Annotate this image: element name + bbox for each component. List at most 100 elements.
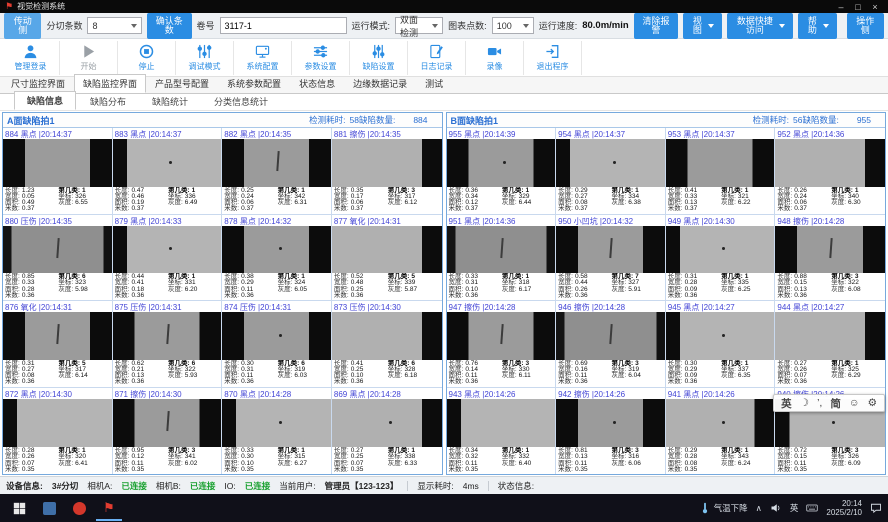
ime-halfmoon-icon[interactable]: ☽ [799,397,810,409]
params-sliders-button[interactable]: 参数设置 [292,40,350,75]
minimize-button[interactable]: – [838,1,844,12]
main-tab-1[interactable]: 缺陷监控界面 [74,74,147,93]
attribute-value: 3 [854,447,859,454]
defect-sliders-button[interactable]: 缺陷设置 [350,40,408,75]
operator-side-button[interactable]: 操作侧 [846,12,884,39]
ime-settings-icon[interactable]: ⚙ [867,397,877,409]
main-tab-4[interactable]: 状态信息 [299,79,336,89]
sub-tab-1[interactable]: 缺陷分布 [90,97,127,107]
ime-lang-toggle[interactable]: 英 [781,397,792,410]
drive-side-button[interactable]: 传动侧 [4,12,42,39]
defect-attribute: 面积: 0.11 [558,460,609,467]
defect-info-right: 第几类: 7 坐标: 327 灰度: 5.91 [611,273,662,299]
sub-tab-3[interactable]: 分类信息统计 [214,97,269,107]
defect-cell[interactable]: 941 黑点 |20:14:26 长度: 0.29 宽度: 0.28 面积: 0.08 米数:… [665,387,776,474]
defect-cell[interactable]: 875 压伤 |20:14:31 长度: 0.62 宽度: 0.21 面积: 0.13 米数:… [112,301,223,388]
log-button[interactable]: 日志记录 [408,40,466,75]
defect-cell[interactable]: 873 压伤 |20:14:30 长度: 0.41 宽度: 0.25 面积: 0.10 米数:… [331,301,442,388]
sub-tab-2[interactable]: 缺陷统计 [152,97,189,107]
run-mode-select[interactable]: 双面检测 [395,15,444,38]
attribute-value: 5 [81,359,86,367]
roll-number-input[interactable] [219,17,347,34]
weather-widget[interactable]: 气温下降 [699,502,748,514]
defect-cell[interactable]: 953 黑点 |20:14:37 长度: 0.41 宽度: 0.33 面积: 0.13 米数:… [665,128,776,215]
start-button[interactable] [6,495,32,521]
user-button[interactable]: 管理登录 [2,40,60,75]
defect-cell[interactable]: 884 黑点 |20:14:37 长度: 1.23 宽度: 0.05 面积: 0.49 米数:… [3,128,113,215]
sub-tab-0[interactable]: 缺陷信息 [14,91,77,110]
speaker-icon[interactable] [770,502,782,514]
defect-cell[interactable]: 948 擦伤 |20:14:28 长度: 0.88 宽度: 0.15 面积: 0.13 米数:… [775,214,885,301]
attribute-label: 长度: [667,186,683,194]
chart-points-select[interactable]: 100 [491,17,534,34]
defect-cell[interactable]: 946 擦伤 |20:14:28 长度: 0.69 宽度: 0.16 面积: 0.11 米数:… [556,301,666,388]
attribute-label: 面积: [667,199,683,207]
touch-keyboard-icon[interactable] [806,502,819,514]
defect-cell[interactable]: 951 黑点 |20:14:36 长度: 0.33 宽度: 0.31 面积: 0.10 米数:… [446,214,557,301]
ime-simplified-toggle[interactable]: 简 [830,397,841,410]
attribute-value: 0.69 [574,359,588,367]
play-button[interactable]: 开始 [60,40,118,75]
quick-access-menu-button[interactable]: 数据快捷访问 [726,12,794,39]
taskbar-app-dark[interactable] [36,495,62,521]
tray-overflow-caret[interactable]: ∧ [755,502,762,513]
defect-cell[interactable]: 870 黑点 |20:14:28 长度: 0.33 宽度: 0.30 面积: 0.10 米数:… [222,387,332,474]
camera-button[interactable]: 录像 [466,40,524,75]
defect-cell[interactable]: 945 黑点 |20:14:27 长度: 0.30 宽度: 0.29 面积: 0.09 米数:… [665,301,776,388]
defect-cell[interactable]: 950 小凹坑 |20:14:32 长度: 0.58 宽度: 0.44 面积: 0.26 米数… [556,214,666,301]
debug-sliders-button[interactable]: 调试模式 [176,40,234,75]
confirm-count-button[interactable]: 确认条数 [146,12,192,39]
defect-attribute: 面积: 0.13 [115,372,166,379]
ime-punctuation-toggle[interactable]: ’, [817,397,823,409]
camera-b-label: 相机B: [155,480,181,491]
defect-cell[interactable]: 872 黑点 |20:14:30 长度: 0.28 宽度: 0.26 面积: 0.07 米数:… [3,387,113,474]
main-tab-3[interactable]: 系统参数配置 [227,79,282,89]
close-button[interactable]: × [872,1,878,12]
defect-cell[interactable]: 882 黑点 |20:14:35 长度: 0.25 宽度: 0.24 面积: 0.06 米数:… [222,128,332,215]
taskbar-app-red[interactable] [66,495,92,521]
defect-cell[interactable]: 881 擦伤 |20:14:35 长度: 0.35 宽度: 0.17 面积: 0.06 米数:… [331,128,442,215]
taskbar-clock[interactable]: 20:14 2025/2/10 [826,499,862,517]
defect-cell[interactable]: 952 黑点 |20:14:36 长度: 0.26 宽度: 0.24 面积: 0.06 米数:… [775,128,885,215]
taskbar-app-inspection[interactable]: ⚑ [96,495,122,521]
clear-alarm-button[interactable]: 清除报警 [633,12,679,39]
defect-attribute: 第几类: 1 [278,447,329,454]
main-tab-2[interactable]: 产品型号配置 [155,79,210,89]
attribute-label: 坐标: [387,365,403,373]
defect-cell[interactable]: 876 氧化 |20:14:31 长度: 0.31 宽度: 0.27 面积: 0.08 米数:… [3,301,113,388]
maximize-button[interactable]: □ [855,1,861,12]
defect-cell[interactable]: 949 黑点 |20:14:30 长度: 0.31 宽度: 0.28 面积: 0.09 米数:… [665,214,776,301]
help-menu-button[interactable]: 帮助 [798,12,837,39]
defect-cell[interactable]: 883 黑点 |20:14:37 长度: 0.47 宽度: 0.46 面积: 0.19 米数:… [112,128,223,215]
action-center-icon[interactable] [870,502,882,514]
view-menu-button[interactable]: 视图 [683,12,722,39]
defect-cell[interactable]: 880 压伤 |20:14:35 长度: 0.85 宽度: 0.33 面积: 0.28 米数:… [3,214,113,301]
defect-cell[interactable]: 874 压伤 |20:14:31 长度: 0.30 宽度: 0.31 面积: 0.11 米数:… [222,301,332,388]
defect-cell[interactable]: 955 黑点 |20:14:39 长度: 0.36 宽度: 0.34 面积: 0.12 米数:… [446,128,557,215]
defect-cell[interactable]: 943 黑点 |20:14:26 长度: 0.34 宽度: 0.32 面积: 0.11 米数:… [446,387,557,474]
defect-cell[interactable]: 869 黑点 |20:14:28 长度: 0.27 宽度: 0.25 面积: 0.07 米数:… [331,387,442,474]
defect-cell-caption: 941 黑点 |20:14:26 [667,389,735,399]
defect-cell[interactable]: 954 黑点 |20:14:37 长度: 0.29 宽度: 0.27 面积: 0.08 米数:… [556,128,666,215]
ime-emoji-icon[interactable]: ☺ [848,397,860,409]
attribute-label: 长度: [5,447,20,454]
attribute-value: 5.87 [404,285,418,293]
main-tab-5[interactable]: 边缘数据记录 [353,79,408,89]
exit-button[interactable]: 退出程序 [524,40,582,75]
input-language-indicator[interactable]: 英 [789,503,799,513]
defect-attribute: 长度: 0.41 [667,186,719,194]
thermometer-icon [699,502,711,514]
attribute-label: 坐标: [387,453,403,461]
defect-cell[interactable]: 879 黑点 |20:14:33 长度: 0.44 宽度: 0.41 面积: 0.18 米数:… [112,214,223,301]
defect-cell[interactable]: 947 擦伤 |20:14:28 长度: 0.76 宽度: 0.14 面积: 0.11 米数:… [446,301,557,388]
defect-cell[interactable]: 944 黑点 |20:14:27 长度: 0.27 宽度: 0.26 面积: 0.07 米数:… [775,301,885,388]
defect-cell[interactable]: 942 擦伤 |20:14:26 长度: 0.81 宽度: 0.13 面积: 0.11 米数:… [556,387,666,474]
slit-count-select[interactable]: 8 [87,17,142,34]
defect-cell[interactable]: 878 黑点 |20:14:32 长度: 0.38 宽度: 0.29 面积: 0.11 米数:… [222,214,332,301]
main-tab-0[interactable]: 尺寸监控界面 [11,79,66,89]
defect-cell[interactable]: 871 擦伤 |20:14:30 长度: 0.95 宽度: 0.12 面积: 0.11 米数:… [112,387,223,474]
monitor-button[interactable]: 系统配置 [234,40,292,75]
defect-cell[interactable]: 877 氧化 |20:14:31 长度: 0.52 宽度: 0.48 面积: 0.25 米数:… [331,214,442,301]
main-tab-6[interactable]: 测试 [425,79,444,89]
stop-button[interactable]: 停止 [118,40,176,75]
